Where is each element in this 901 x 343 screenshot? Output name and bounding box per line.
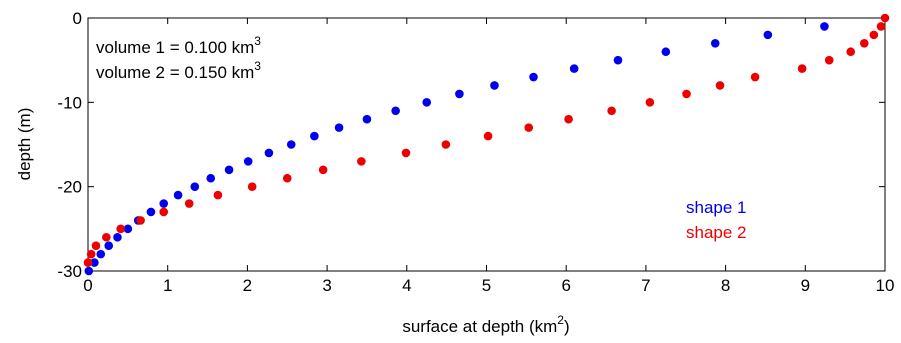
series-1-point [159, 199, 169, 208]
series-2-point [607, 106, 616, 116]
x-tick-label: 4 [402, 276, 411, 295]
x-tick-label: 9 [801, 276, 810, 295]
series-2-point [184, 199, 194, 208]
series-1-point [84, 266, 94, 276]
y-tick-label: -10 [57, 93, 82, 112]
series-2-point [247, 182, 257, 191]
series-1-point [146, 207, 156, 217]
series-1-point [613, 55, 623, 65]
series-1-point [661, 47, 671, 57]
series-2-point [880, 13, 890, 23]
series-2-point [357, 157, 366, 166]
x-tick-label: 6 [561, 276, 570, 295]
series-2-point [859, 39, 869, 48]
y-axis-label: depth (m) [15, 108, 34, 181]
series-1-point [90, 258, 99, 267]
series-2-point [116, 224, 125, 234]
series-1-point [710, 39, 720, 48]
series-1-point [569, 64, 579, 73]
y-tick-label: 0 [73, 9, 82, 28]
annotation-volume-1: volume 1 = 0.100 km3 [96, 34, 261, 57]
series-1-point [422, 98, 432, 107]
series-1-point [455, 89, 464, 99]
axis-ticks: 0 1 2 3 4 5 6 7 8 9 10 0 -10 -20 -30 [57, 9, 894, 295]
x-tick-label: 2 [243, 276, 252, 295]
series-2-point [869, 30, 879, 40]
data-points [83, 13, 890, 276]
series-1-point [190, 182, 200, 191]
series-1-point [490, 81, 499, 90]
x-tick-label: 10 [876, 276, 895, 295]
series-2-point [797, 64, 807, 73]
series-1-point [763, 30, 773, 40]
series-1-point [104, 241, 114, 250]
series-2-point [876, 22, 886, 31]
series-1-point [264, 148, 274, 158]
series-1-point [113, 232, 122, 242]
annotation-volume-2: volume 2 = 0.150 km3 [96, 59, 261, 82]
series-2-point [401, 148, 411, 158]
series-1-point [391, 106, 400, 116]
series-1-point [310, 131, 319, 141]
y-tick-label: -30 [57, 262, 82, 281]
series-2-point [213, 190, 223, 200]
series-1-point [286, 140, 296, 149]
series-1-point [224, 165, 234, 175]
series-1-point [529, 72, 538, 82]
series-1-point [334, 123, 344, 132]
series-1-point [206, 173, 216, 183]
series-2-point [824, 55, 834, 65]
series-2-point [441, 140, 451, 149]
series-2-point [682, 89, 691, 99]
series-2-point [715, 81, 725, 90]
series-2-point [318, 165, 328, 175]
series-2-point [524, 123, 534, 132]
series-1-point [173, 190, 183, 200]
series-1-point [362, 114, 372, 124]
series-2-point [282, 173, 292, 183]
series-2-point [136, 216, 145, 225]
series-2-point [159, 207, 169, 217]
series-2-point [750, 72, 760, 82]
series-1-point [820, 22, 829, 31]
series-1-point [123, 224, 133, 234]
series-1-point [243, 157, 253, 166]
x-tick-label: 5 [482, 276, 491, 295]
series-2-point [483, 131, 493, 141]
x-tick-label: 3 [322, 276, 331, 295]
x-tick-label: 8 [721, 276, 730, 295]
legend-shape-1: shape 1 [686, 198, 747, 217]
x-axis-label: surface at depth (km2) [402, 313, 569, 336]
series-2-point [846, 47, 856, 57]
legend-shape-2: shape 2 [686, 223, 747, 242]
series-2-point [564, 114, 573, 124]
series-2-point [83, 258, 93, 267]
series-1-point [96, 249, 106, 259]
series-2-point [91, 241, 101, 250]
x-tick-label: 7 [641, 276, 650, 295]
series-2-point [86, 249, 96, 259]
series-2-point [102, 232, 111, 242]
series-2-point [645, 98, 655, 107]
x-tick-label: 0 [83, 276, 92, 295]
x-tick-label: 1 [163, 276, 172, 295]
y-tick-label: -20 [57, 178, 82, 197]
